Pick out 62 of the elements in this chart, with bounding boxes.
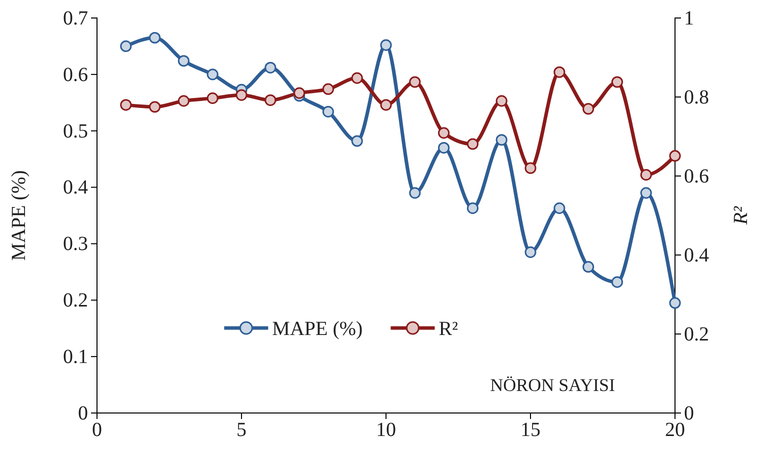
point xyxy=(611,76,623,88)
y-tick-label: 0.3 xyxy=(63,233,88,256)
point xyxy=(669,297,681,309)
y2-tick-label: 0.2 xyxy=(684,323,709,346)
point xyxy=(524,246,536,258)
legend-label: R² xyxy=(438,318,458,340)
legend-label: MAPE (%) xyxy=(272,318,363,340)
x-tick-label: 15 xyxy=(520,419,540,442)
point xyxy=(178,95,190,107)
y-tick-label: 0.6 xyxy=(63,64,88,86)
x-tick-label: 0 xyxy=(92,419,102,442)
x-axis-title: NÖRON SAYISI xyxy=(490,375,616,395)
point xyxy=(640,187,652,199)
point xyxy=(466,138,478,150)
point xyxy=(322,106,334,118)
point xyxy=(351,72,363,84)
y2-tick-label: 0.8 xyxy=(684,86,709,108)
point xyxy=(582,103,594,115)
y2-tick-label: 1 xyxy=(684,7,694,30)
point xyxy=(554,202,566,214)
point xyxy=(294,87,306,99)
point xyxy=(322,83,334,95)
y2-tick-label: 0.4 xyxy=(684,244,709,266)
point xyxy=(466,202,478,214)
point xyxy=(496,134,508,146)
point xyxy=(438,142,450,154)
point xyxy=(380,99,392,111)
point xyxy=(206,68,218,80)
point xyxy=(640,169,652,181)
point xyxy=(611,276,623,288)
point xyxy=(178,55,190,67)
point xyxy=(120,40,132,52)
point xyxy=(264,94,276,106)
point xyxy=(149,32,161,44)
point xyxy=(264,62,276,74)
x-tick-label: 20 xyxy=(665,419,685,442)
point xyxy=(409,76,421,88)
point xyxy=(438,127,450,139)
y-tick-label: 0.1 xyxy=(63,346,88,368)
point xyxy=(554,66,566,78)
point xyxy=(524,162,536,174)
point xyxy=(149,101,161,113)
point xyxy=(582,261,594,273)
point xyxy=(351,135,363,147)
y-tick-label: 0.2 xyxy=(63,290,88,312)
y-tick-label: 0.4 xyxy=(63,176,88,199)
y2-tick-label: 0.6 xyxy=(684,165,709,188)
y2-axis-title: R² xyxy=(730,205,752,226)
point xyxy=(120,99,132,111)
x-tick-label: 5 xyxy=(236,419,246,442)
point xyxy=(669,150,681,162)
y-axis-title: MAPE (%) xyxy=(8,170,30,261)
y-tick-label: 0.5 xyxy=(63,120,88,142)
point xyxy=(206,92,218,104)
point xyxy=(496,95,508,107)
y-tick-label: 0.7 xyxy=(63,7,88,30)
point xyxy=(380,39,392,51)
y-tick-label: 0 xyxy=(78,402,88,424)
x-tick-label: 10 xyxy=(376,419,396,442)
y2-tick-label: 0 xyxy=(684,402,694,424)
point xyxy=(236,89,248,101)
point xyxy=(409,187,421,199)
